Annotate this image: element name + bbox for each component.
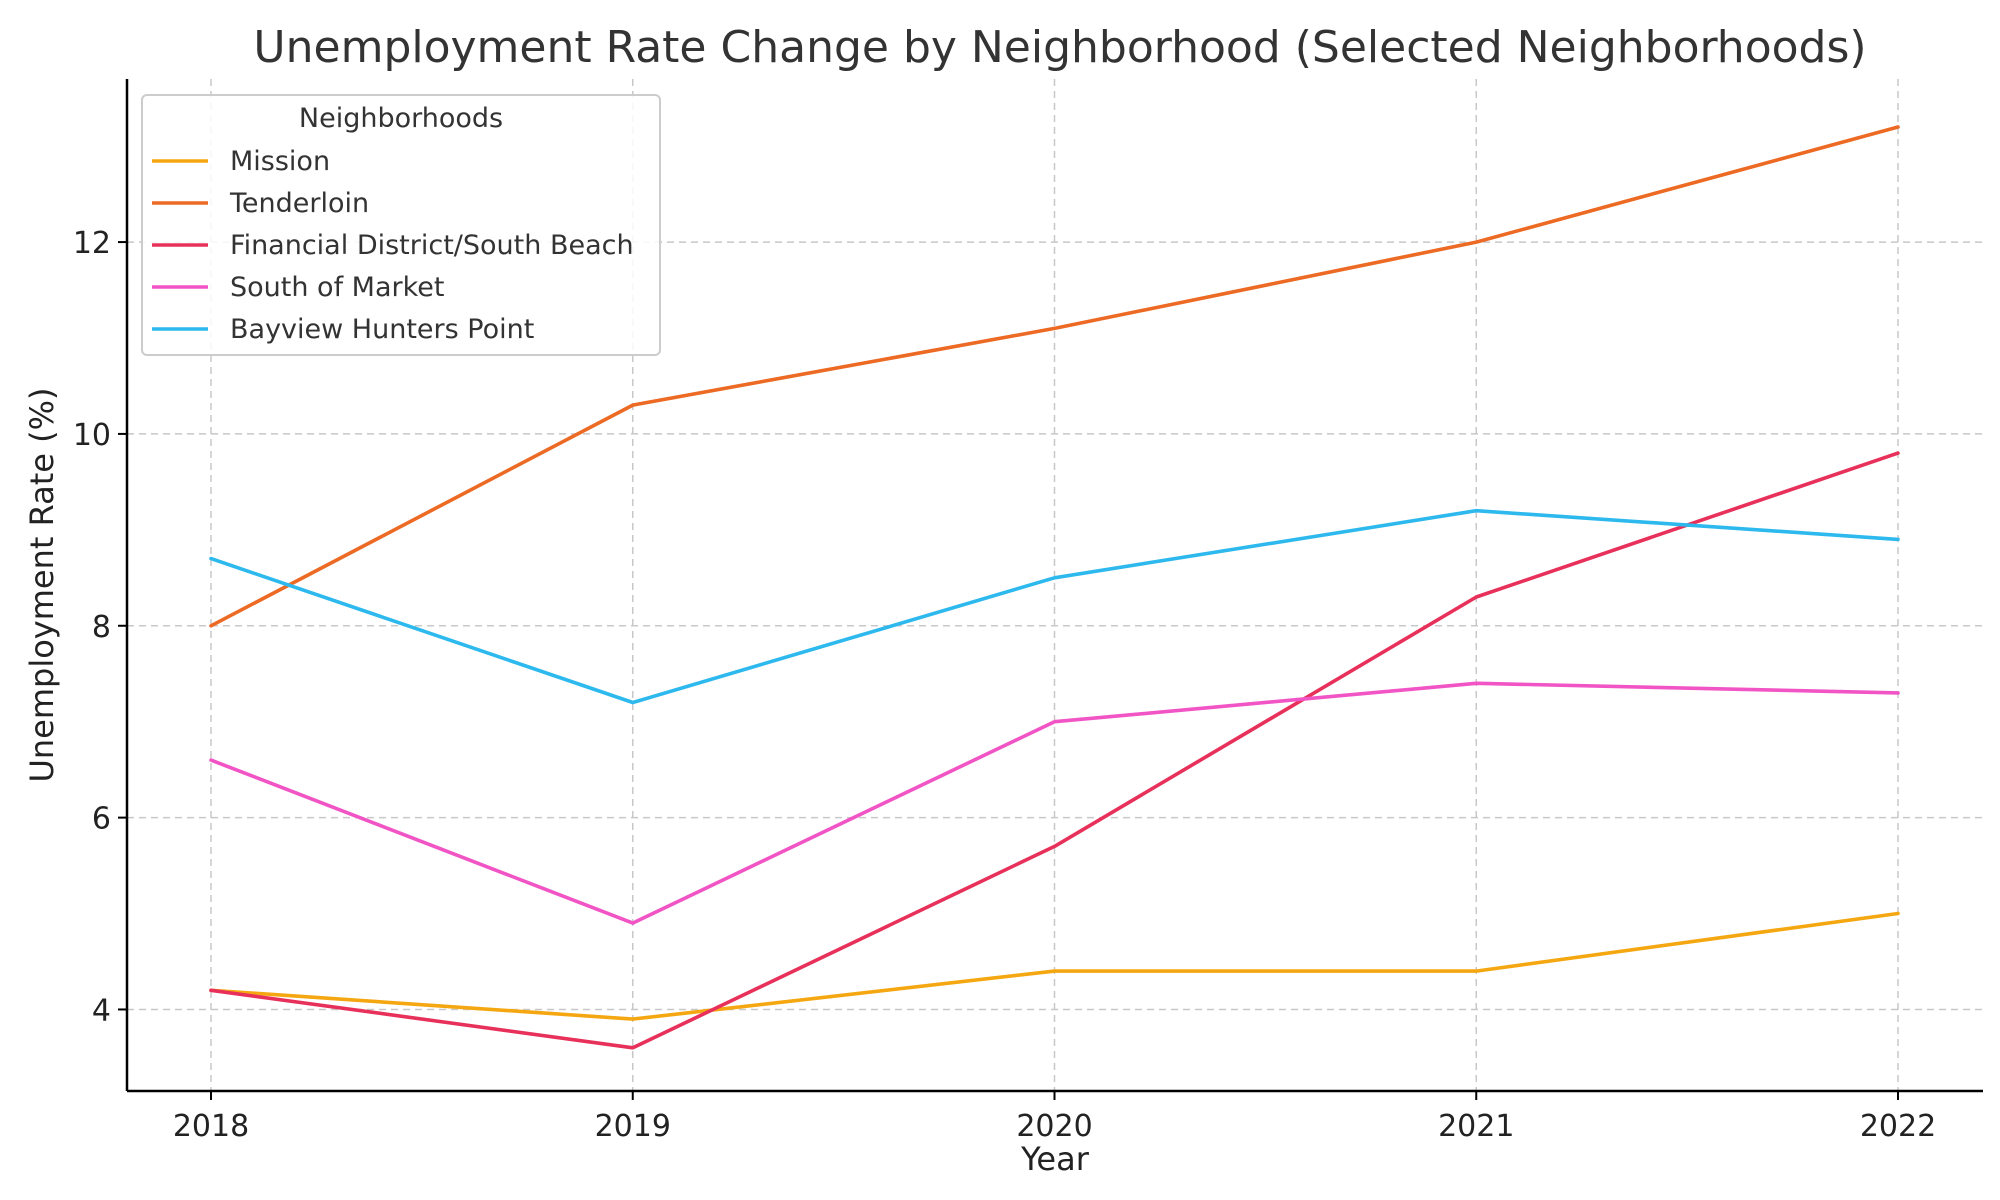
legend-title: Neighborhoods — [299, 103, 503, 134]
series-line-financial-district-south-beach — [209, 451, 1900, 1050]
series-line-tenderloin — [209, 125, 1900, 628]
x-tick-label: 2022 — [1860, 1109, 1936, 1144]
series-line-mission — [209, 911, 1900, 1021]
series-line-bayview-hunters-point — [209, 508, 1900, 705]
y-tick-label: 8 — [92, 610, 111, 645]
y-tick-label: 12 — [73, 226, 111, 261]
series-line-south-of-market — [209, 681, 1900, 925]
legend-label-bayview-hunters-point: Bayview Hunters Point — [230, 314, 534, 345]
series-group — [209, 125, 1900, 1050]
legend-label-tenderloin: Tenderloin — [229, 188, 369, 219]
y-tick-label: 6 — [92, 802, 111, 837]
y-tick-label: 10 — [73, 418, 111, 453]
legend-box — [141, 94, 661, 356]
x-tick-label: 2021 — [1438, 1109, 1514, 1144]
x-axis-label: Year — [1020, 1140, 1090, 1178]
legend-label-mission: Mission — [230, 146, 330, 177]
ticks: 2018 2019 2020 2021 2022 4 6 8 10 12 — [73, 226, 1936, 1144]
legend-items: Mission Tenderloin Financial District/Sout… — [152, 146, 634, 345]
chart-title: Unemployment Rate Change by Neighborhood… — [253, 22, 1866, 73]
x-tick-label: 2020 — [1016, 1109, 1092, 1144]
legend: Neighborhoods Mission Tenderloin Financial… — [141, 94, 661, 356]
x-tick-label: 2018 — [173, 1109, 249, 1144]
y-axis-label: Unemployment Rate (%) — [23, 387, 61, 782]
y-tick-label: 4 — [92, 993, 111, 1028]
legend-label-south-of-market: South of Market — [230, 272, 444, 303]
x-tick-label: 2019 — [595, 1109, 671, 1144]
legend-label-financial-district-south-beach: Financial District/South Beach — [230, 230, 634, 261]
